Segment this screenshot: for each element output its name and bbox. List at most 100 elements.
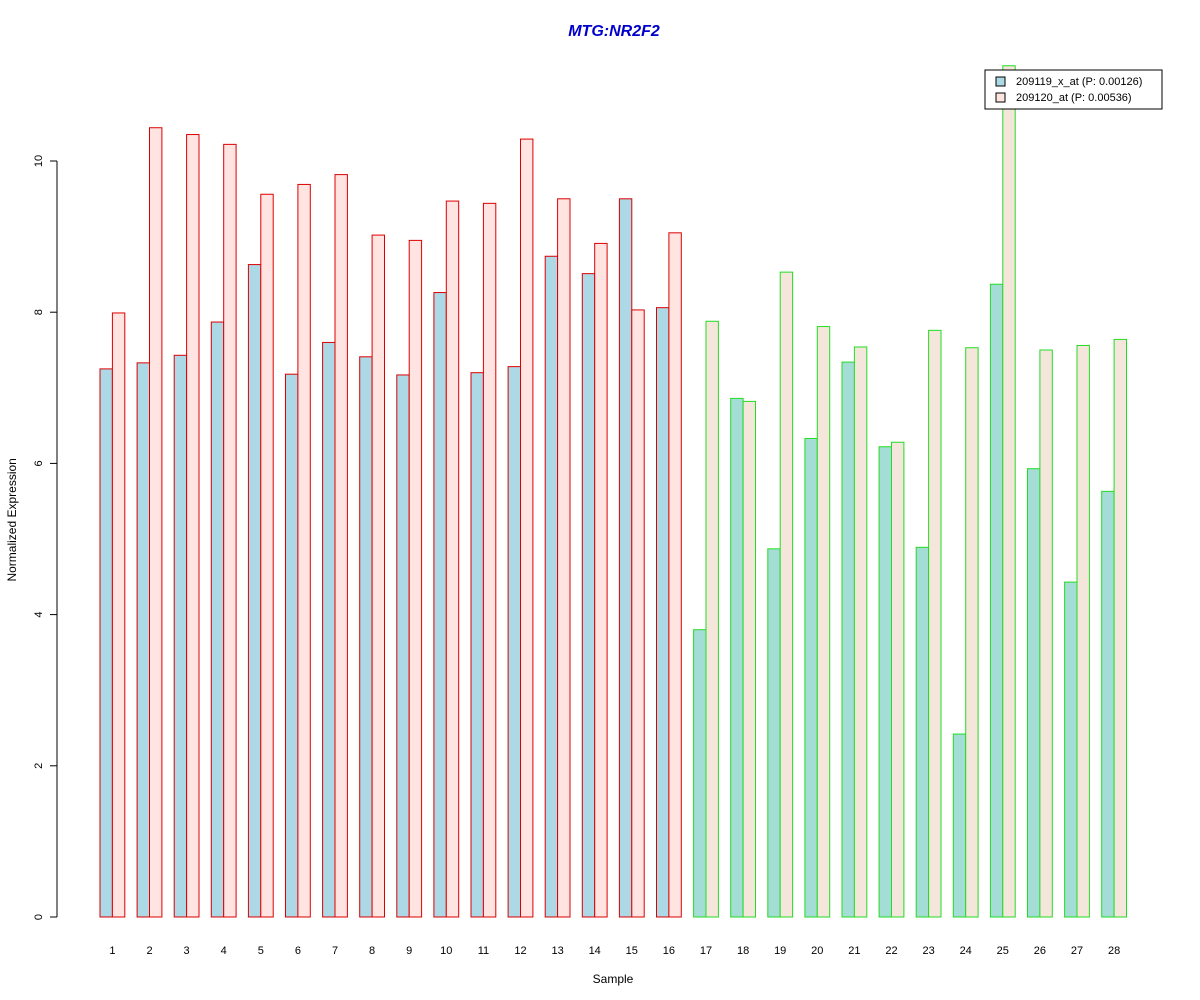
bar-series1-sample-8 <box>359 356 373 918</box>
bar-series2-sample-26 <box>1039 349 1053 918</box>
bar-series1-sample-4 <box>210 321 225 918</box>
bar-series1-sample-15 <box>618 198 633 918</box>
bar-series2-sample-21 <box>853 346 868 918</box>
bar-series2-sample-27 <box>1076 344 1090 918</box>
bar-series1-sample-27 <box>1064 581 1078 918</box>
bar-series2-sample-1 <box>111 312 126 918</box>
bar-series1-sample-10 <box>433 292 447 918</box>
x-tick-label: 11 <box>478 945 489 957</box>
x-tick-label: 21 <box>848 945 860 957</box>
bar-series2-sample-10 <box>445 200 460 918</box>
bar-series1-sample-1 <box>99 368 113 918</box>
bar-series2-sample-14 <box>594 242 608 918</box>
x-tick-label: 26 <box>1034 945 1046 957</box>
x-tick-label: 7 <box>332 945 338 957</box>
bar-series1-sample-16 <box>656 307 670 918</box>
x-tick-label: 28 <box>1108 945 1120 957</box>
bar-series2-sample-2 <box>149 127 163 918</box>
bar-series2-sample-8 <box>371 234 386 918</box>
x-tick-label: 16 <box>663 945 675 957</box>
bar-series2-sample-6 <box>297 183 311 918</box>
x-tick-label: 20 <box>811 945 823 957</box>
x-tick-label: 5 <box>258 945 264 957</box>
bar-series2-sample-19 <box>779 271 794 918</box>
x-tick-label: 2 <box>146 945 152 957</box>
x-tick-label: 18 <box>737 945 749 957</box>
legend-box <box>984 69 1163 110</box>
bar-series2-sample-28 <box>1113 338 1127 918</box>
bar-series2-sample-25 <box>1002 65 1016 918</box>
y-axis: 0 2 4 6 8 10 <box>33 155 58 920</box>
bar-series2-sample-9 <box>408 239 423 918</box>
x-tick-label: 25 <box>997 945 1009 957</box>
bar-series1-sample-2 <box>136 362 151 918</box>
bar-series1-sample-19 <box>767 548 781 918</box>
x-tick-label: 9 <box>406 945 412 957</box>
chart-title: MTG:NR2F2 <box>568 23 660 40</box>
legend-label: 209120_at (P: 0.00536) <box>1016 92 1132 104</box>
bar-series1-sample-20 <box>804 437 818 918</box>
x-tick-label: 24 <box>960 945 972 957</box>
bar-series1-sample-6 <box>285 373 299 918</box>
x-tick-label: 3 <box>184 945 190 957</box>
bar-series2-sample-4 <box>223 143 237 918</box>
x-tick-label: 14 <box>589 945 601 957</box>
bar-series1-sample-12 <box>507 366 522 918</box>
bar-series1-sample-18 <box>730 397 744 918</box>
bar-series1-sample-26 <box>1027 468 1041 918</box>
y-tick-label: 6 <box>33 460 45 466</box>
bar-series2-sample-13 <box>557 198 571 918</box>
bar-series2-sample-7 <box>334 174 348 918</box>
x-tick-labels: 1 2 3 4 5 6 7 8 9 10 11 12 13 14 15 16 17 18 19 20 21 22 23 24 2… <box>109 945 1120 957</box>
bar-series2-sample-12 <box>520 138 534 918</box>
x-axis-label: Sample <box>593 972 634 986</box>
bar-series1-sample-25 <box>989 283 1004 918</box>
y-tick-label: 10 <box>33 155 45 167</box>
bar-series2-sample-15 <box>631 309 645 918</box>
x-tick-label: 12 <box>514 945 526 957</box>
legend: 209119_x_at (P: 0.00126) 209120_at (P: 0.… <box>984 69 1163 110</box>
bar-series1-sample-21 <box>841 361 855 918</box>
x-tick-label: 4 <box>221 945 227 957</box>
bar-series2-sample-11 <box>482 202 497 918</box>
legend-label: 209119_x_at (P: 0.00126) <box>1016 76 1142 88</box>
bar-series1-sample-28 <box>1101 490 1115 918</box>
y-tick-label: 2 <box>33 763 45 769</box>
bar-series1-sample-24 <box>952 733 967 918</box>
x-tick-label: 19 <box>774 945 786 957</box>
x-tick-label: 22 <box>885 945 897 957</box>
bars-group <box>99 65 1127 918</box>
bar-series2-sample-3 <box>186 134 200 918</box>
bar-series1-sample-22 <box>878 446 892 918</box>
x-tick-label: 8 <box>369 945 375 957</box>
bar-series2-sample-22 <box>891 441 905 918</box>
bar-series1-sample-14 <box>581 273 596 918</box>
bar-series1-sample-11 <box>470 372 484 918</box>
legend-swatch <box>995 76 1006 87</box>
x-tick-label: 10 <box>440 945 452 957</box>
y-axis-label: Normalized Expression <box>5 458 19 581</box>
y-tick-label: 4 <box>33 612 45 618</box>
x-tick-label: 6 <box>295 945 301 957</box>
bar-series2-sample-5 <box>260 193 274 918</box>
bar-series1-sample-13 <box>544 255 559 918</box>
x-tick-label: 15 <box>626 945 638 957</box>
bar-series2-sample-24 <box>965 347 979 918</box>
bar-series2-sample-17 <box>705 320 719 918</box>
x-tick-label: 1 <box>109 945 115 957</box>
bar-series2-sample-23 <box>928 329 942 918</box>
bar-series2-sample-20 <box>816 326 831 918</box>
bar-series1-sample-5 <box>247 264 262 918</box>
x-tick-label: 23 <box>922 945 934 957</box>
x-tick-label: 13 <box>551 945 563 957</box>
bar-series1-sample-23 <box>915 546 930 918</box>
bar-series2-sample-18 <box>742 400 756 918</box>
bar-series1-sample-17 <box>693 629 707 918</box>
y-tick-label: 8 <box>33 309 45 315</box>
x-tick-label: 27 <box>1071 945 1083 957</box>
x-tick-label: 17 <box>700 945 712 957</box>
bar-series1-sample-3 <box>173 354 188 918</box>
bar-series2-sample-16 <box>668 232 682 918</box>
bar-series1-sample-7 <box>322 341 336 918</box>
